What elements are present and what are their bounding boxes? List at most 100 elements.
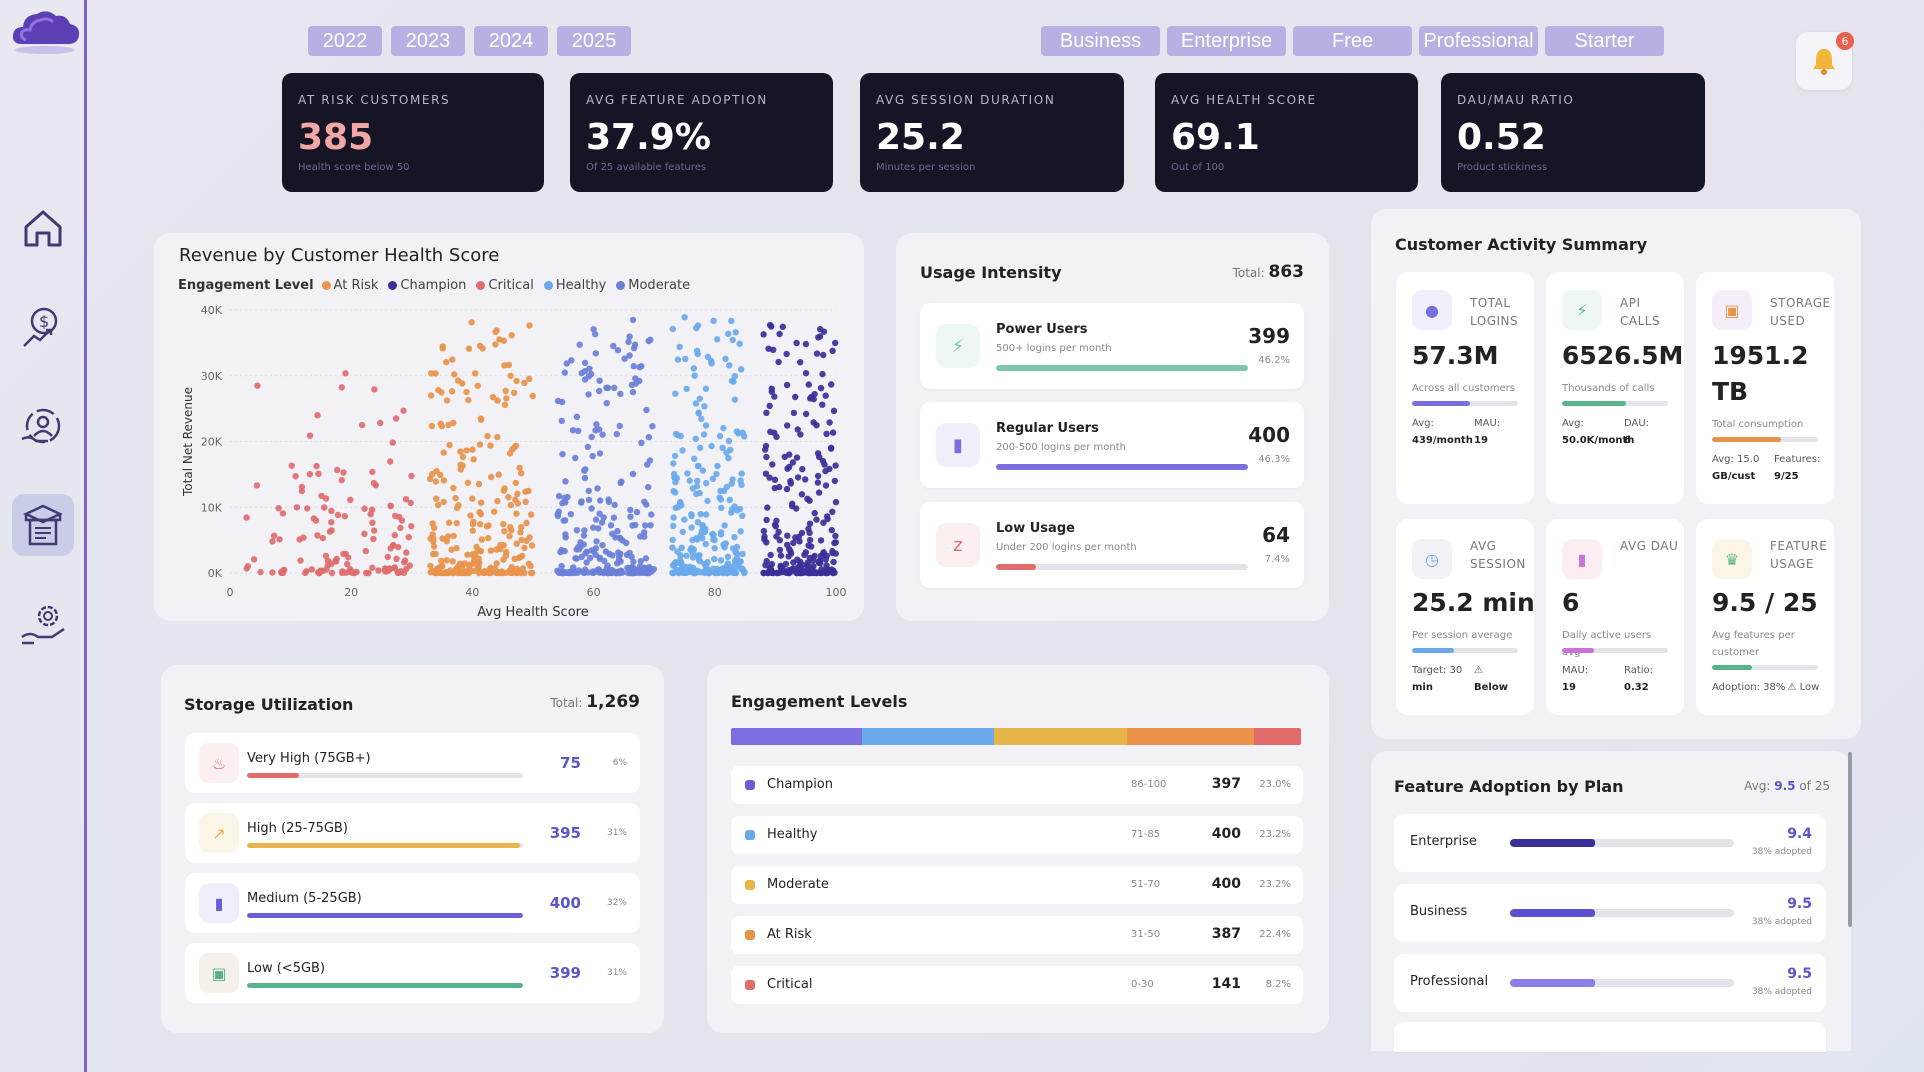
scatter-point[interactable]	[819, 401, 826, 408]
scatter-point[interactable]	[449, 558, 456, 565]
scatter-point[interactable]	[829, 347, 836, 354]
scatter-point[interactable]	[629, 522, 636, 529]
scatter-point[interactable]	[783, 381, 791, 389]
scatter-point[interactable]	[820, 351, 827, 359]
scatter-point[interactable]	[292, 473, 299, 480]
scatter-point[interactable]	[810, 395, 817, 403]
scatter-point[interactable]	[802, 370, 810, 377]
scatter-point[interactable]	[786, 463, 793, 471]
scatter-point[interactable]	[670, 522, 677, 530]
scatter-point[interactable]	[572, 454, 579, 462]
scatter-point[interactable]	[722, 355, 729, 362]
scatter-point[interactable]	[491, 508, 498, 515]
scatter-point[interactable]	[708, 360, 715, 367]
scatter-point[interactable]	[296, 536, 303, 543]
scatter-point[interactable]	[387, 458, 394, 465]
scatter-point[interactable]	[455, 502, 462, 509]
scatter-point[interactable]	[672, 489, 679, 496]
scatter-point[interactable]	[669, 569, 676, 576]
scatter-point[interactable]	[316, 569, 323, 577]
legend-item-moderate[interactable]: Moderate	[616, 278, 690, 293]
scatter-point[interactable]	[596, 377, 603, 384]
scatter-point[interactable]	[739, 550, 746, 558]
scatter-point[interactable]	[488, 473, 495, 481]
scatter-point[interactable]	[781, 453, 788, 460]
scatter-point[interactable]	[555, 492, 563, 500]
scatter-point[interactable]	[714, 336, 721, 343]
scatter-point[interactable]	[527, 562, 534, 569]
scatter-point[interactable]	[470, 560, 477, 567]
scatter-point[interactable]	[628, 553, 635, 561]
scatter-point[interactable]	[465, 396, 472, 404]
scatter-point[interactable]	[457, 568, 465, 576]
scatter-point[interactable]	[679, 528, 686, 536]
scatter-point[interactable]	[805, 525, 812, 533]
scatter-point[interactable]	[512, 442, 520, 450]
scatter-point[interactable]	[396, 513, 403, 521]
scatter-point[interactable]	[794, 569, 801, 577]
scatter-point[interactable]	[767, 551, 774, 559]
scatter-point[interactable]	[776, 546, 784, 554]
scatter-point[interactable]	[308, 566, 315, 573]
scatter-point[interactable]	[777, 552, 785, 559]
scatter-point[interactable]	[521, 379, 528, 387]
scatter-point[interactable]	[449, 569, 457, 577]
scatter-point[interactable]	[760, 527, 768, 535]
scatter-point[interactable]	[269, 538, 276, 545]
scatter-point[interactable]	[738, 470, 745, 477]
scatter-point[interactable]	[492, 341, 499, 348]
scatter-point[interactable]	[375, 567, 382, 574]
scatter-point[interactable]	[669, 536, 676, 544]
scatter-point[interactable]	[433, 495, 440, 502]
scatter-point[interactable]	[402, 496, 410, 503]
scatter-point[interactable]	[577, 539, 584, 546]
scatter-point[interactable]	[322, 495, 330, 502]
scatter-point[interactable]	[440, 498, 447, 506]
scatter-point[interactable]	[696, 489, 703, 497]
scatter-point[interactable]	[393, 555, 400, 562]
scatter-point[interactable]	[429, 520, 436, 527]
scatter-point[interactable]	[794, 474, 802, 481]
scatter-point[interactable]	[438, 389, 445, 396]
scatter-point[interactable]	[710, 317, 717, 324]
scatter-point[interactable]	[806, 520, 814, 527]
scatter-point[interactable]	[646, 563, 653, 571]
revenue-scatter-plot[interactable]: 0K 10K 20K 30K 40K 0 20 40 60 80 100 Avg Health Sco…	[154, 295, 864, 621]
scatter-point[interactable]	[427, 392, 435, 399]
engagement-row-healthy[interactable]: Healthy 71-85 400 23.2%	[731, 816, 1303, 854]
scatter-point[interactable]	[507, 372, 514, 379]
scatter-point[interactable]	[794, 426, 801, 433]
scatter-point[interactable]	[581, 359, 589, 367]
scatter-point[interactable]	[590, 524, 597, 531]
scatter-point[interactable]	[821, 461, 828, 468]
scatter-point[interactable]	[829, 429, 837, 436]
scatter-point[interactable]	[321, 504, 328, 511]
scatter-point[interactable]	[347, 496, 354, 503]
scatter-point[interactable]	[817, 552, 825, 560]
scatter-point[interactable]	[512, 496, 519, 503]
scatter-point[interactable]	[310, 515, 317, 522]
scatter-point[interactable]	[828, 381, 835, 388]
scatter-point[interactable]	[439, 535, 446, 542]
scatter-point[interactable]	[319, 534, 326, 542]
scatter-point[interactable]	[717, 557, 725, 564]
plan-filter-enterprise[interactable]: Enterprise	[1167, 26, 1286, 56]
scatter-point[interactable]	[562, 478, 569, 485]
scatter-point[interactable]	[704, 353, 712, 360]
scatter-point[interactable]	[790, 539, 797, 547]
scatter-point[interactable]	[617, 390, 624, 397]
scatter-point[interactable]	[722, 540, 729, 547]
scatter-point[interactable]	[503, 395, 510, 402]
scatter-point[interactable]	[590, 326, 597, 333]
scatter-point[interactable]	[610, 514, 618, 521]
scatter-point[interactable]	[629, 388, 637, 396]
scatter-point[interactable]	[822, 482, 830, 489]
scatter-point[interactable]	[777, 564, 784, 571]
scatter-point[interactable]	[738, 565, 745, 572]
scatter-point[interactable]	[439, 345, 446, 352]
scatter-point[interactable]	[506, 533, 513, 540]
scatter-point[interactable]	[709, 530, 716, 538]
scatter-point[interactable]	[384, 553, 391, 561]
year-filter-2025[interactable]: 2025	[557, 26, 631, 56]
scatter-point[interactable]	[611, 501, 618, 509]
